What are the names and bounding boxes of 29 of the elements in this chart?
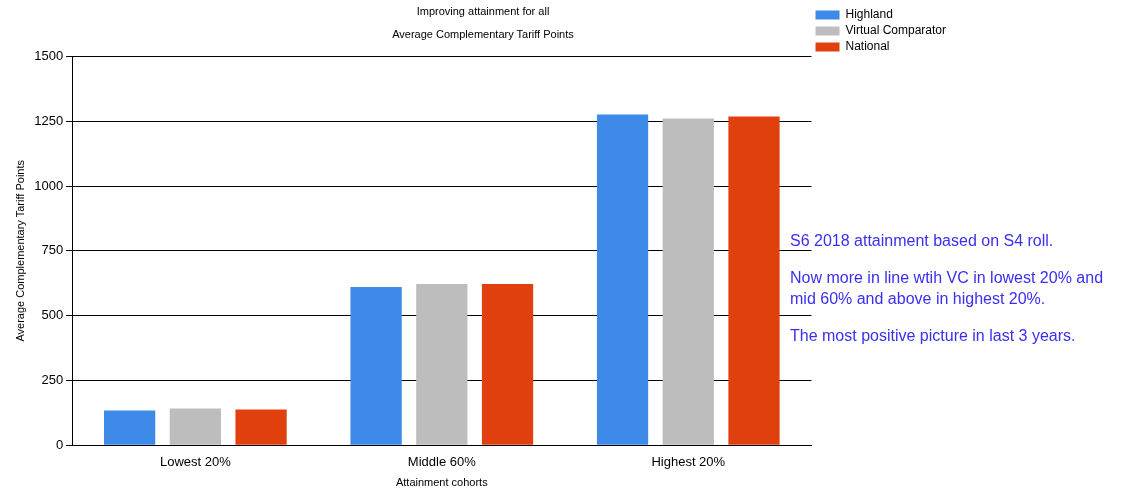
annotation: The most positive picture in last 3 years. xyxy=(790,326,1077,346)
legend-label: Highland xyxy=(845,7,893,22)
bar xyxy=(235,409,287,445)
y-tick-label: 250 xyxy=(41,371,64,387)
chart-title: Improving attainment for all xyxy=(416,4,550,17)
bar xyxy=(104,410,156,445)
chart-subtitle: Average Complementary Tariff Points xyxy=(392,27,575,40)
legend-label: National xyxy=(845,39,890,54)
y-tick-label: 1000 xyxy=(34,177,64,193)
x-tick-label: Middle 60% xyxy=(407,453,477,469)
y-tick-label: 1500 xyxy=(34,47,64,63)
y-tick-label: 1250 xyxy=(34,112,64,128)
bar xyxy=(728,116,780,445)
x-tick-label: Highest 20% xyxy=(651,453,726,469)
annotation: Now more in line wtih VC in lowest 20% and mid 60% and above in highest 20%. xyxy=(790,268,1105,309)
x-tick-label: Lowest 20% xyxy=(159,453,232,469)
legend-label: Virtual Comparator xyxy=(845,23,947,38)
bar xyxy=(662,118,714,445)
bar xyxy=(416,283,468,445)
x-axis-title: Attainment cohorts xyxy=(395,476,489,489)
annotation: S6 2018 attainment based on S4 roll. xyxy=(790,231,1055,251)
bar xyxy=(169,408,221,445)
y-axis-title: Average Complementary Tariff Points xyxy=(13,159,26,342)
bar xyxy=(350,287,402,445)
y-tick-label: 500 xyxy=(41,307,64,323)
y-tick-label: 750 xyxy=(41,242,64,258)
bar xyxy=(481,283,534,445)
bar xyxy=(596,114,649,445)
y-tick-label: 0 xyxy=(55,436,64,452)
